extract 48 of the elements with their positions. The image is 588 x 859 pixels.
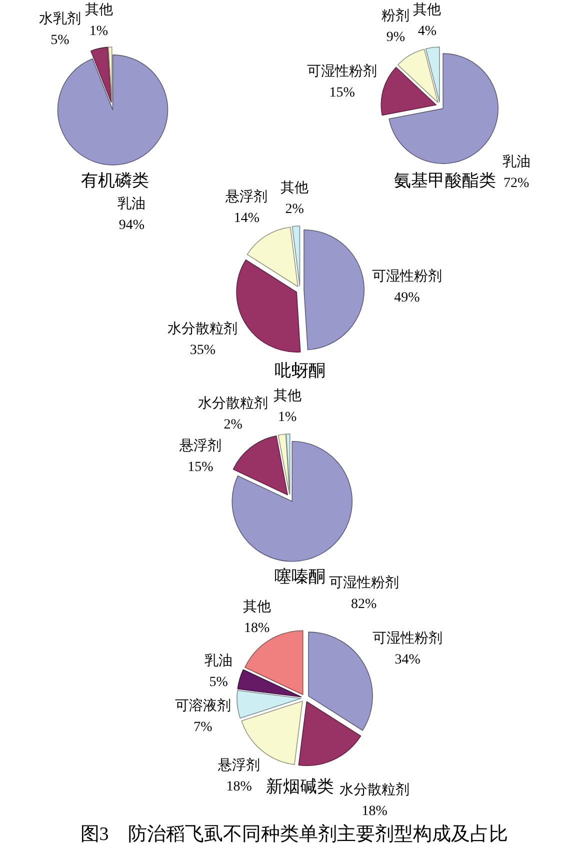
data-label: 35%	[190, 343, 216, 358]
slice-label: 水分散粒剂	[168, 321, 238, 338]
slice-label: 悬浮剂	[224, 189, 268, 206]
data-label: 2%	[285, 202, 304, 218]
data-label: 1%	[89, 24, 108, 40]
data-label: 4%	[418, 24, 437, 40]
data-label: 7%	[194, 720, 213, 735]
data-label: 2%	[224, 418, 243, 433]
data-label: 5%	[50, 32, 70, 48]
slice-label: 其他	[413, 2, 442, 18]
caption: 图3 防治稻飞虱不同种类单剂主要剂型构成及占比	[80, 823, 508, 845]
data-label: 18%	[362, 804, 388, 819]
data-label: 82%	[351, 596, 378, 612]
text: 氨基甲酸酯类	[394, 171, 496, 190]
slice-label: 可湿性粉剂	[307, 63, 378, 80]
data-label: 72%	[503, 176, 530, 192]
data-label: 18%	[244, 620, 270, 636]
slice-label: 其他	[280, 180, 309, 196]
slice-label: 可湿性粉剂	[372, 268, 442, 285]
slice-label: 其他	[242, 598, 271, 615]
slice-label: 可湿性粉剂	[328, 574, 399, 591]
text: 吡蚜酮	[274, 361, 326, 380]
data-label: 94%	[118, 218, 145, 234]
slice-label: 可湿性粉剂	[372, 630, 443, 647]
text: 噻嗪酮	[274, 567, 326, 586]
text: 新烟碱类	[266, 777, 334, 796]
slice-label: 可溶液剂	[174, 698, 231, 714]
data-label: 9%	[386, 30, 406, 45]
data-label: 15%	[188, 460, 214, 476]
data-label: 14%	[234, 211, 260, 226]
slice-label: 其他	[273, 388, 302, 404]
slice-label: 其他	[84, 2, 113, 18]
slice-label: 粉剂	[382, 8, 410, 24]
slice-label: 乳油	[502, 154, 530, 170]
slice-label: 水乳剂	[39, 10, 82, 27]
slice-label: 悬浮剂	[217, 758, 260, 774]
data-label: 18%	[226, 780, 252, 795]
slice-label: 水分散粒剂	[340, 782, 410, 798]
slice-label: 乳油	[118, 196, 146, 212]
data-label: 15%	[329, 85, 356, 100]
data-label: 49%	[394, 290, 420, 306]
data-label: 1%	[278, 410, 297, 426]
slice-label: 乳油	[204, 652, 233, 669]
text: 有机磷类	[81, 171, 149, 190]
slice-label: 水分散粒剂	[198, 396, 268, 412]
data-label: 5%	[209, 674, 228, 690]
data-label: 34%	[394, 652, 421, 668]
slice-label: 悬浮剂	[178, 438, 222, 454]
